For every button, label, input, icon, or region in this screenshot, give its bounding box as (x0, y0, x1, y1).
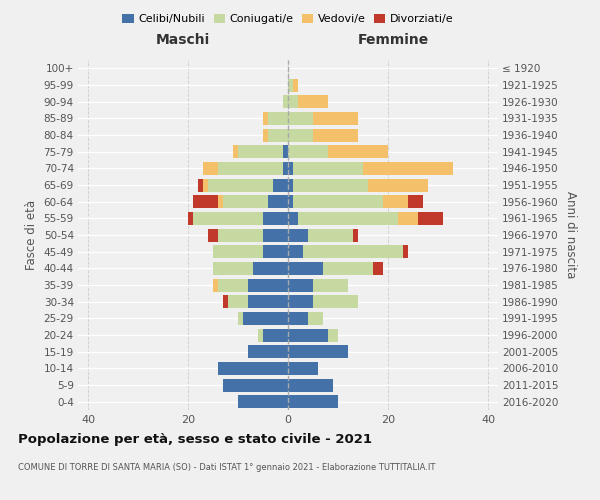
Bar (368, 178, 428, 192)
Bar (263, 212, 288, 225)
Bar (268, 195, 288, 208)
Bar (303, 245, 403, 258)
Bar (248, 278, 288, 291)
Bar (198, 178, 203, 192)
Y-axis label: Anni di nascita: Anni di nascita (565, 192, 577, 278)
Y-axis label: Fasce di età: Fasce di età (25, 200, 38, 270)
Bar (288, 145, 328, 158)
Bar (258, 328, 263, 342)
Bar (218, 228, 263, 241)
Bar (288, 162, 293, 175)
Bar (288, 278, 313, 291)
Bar (253, 262, 288, 275)
Bar (188, 212, 193, 225)
Legend: Celibi/Nubili, Coniugati/e, Vedovi/e, Divorziati/e: Celibi/Nubili, Coniugati/e, Vedovi/e, Di… (119, 10, 457, 28)
Bar (208, 228, 218, 241)
Bar (228, 295, 248, 308)
Bar (263, 228, 288, 241)
Bar (268, 112, 288, 125)
Bar (283, 95, 288, 108)
Bar (323, 262, 373, 275)
Bar (403, 245, 408, 258)
Bar (218, 278, 248, 291)
Bar (298, 95, 328, 108)
Bar (238, 312, 243, 325)
Bar (288, 178, 293, 192)
Bar (293, 195, 383, 208)
Bar (238, 395, 288, 408)
Bar (218, 195, 223, 208)
Bar (243, 312, 288, 325)
Bar (223, 195, 268, 208)
Text: Popolazione per età, sesso e stato civile - 2021: Popolazione per età, sesso e stato civil… (18, 432, 372, 446)
Bar (288, 245, 303, 258)
Bar (203, 178, 208, 192)
Bar (298, 212, 398, 225)
Bar (313, 112, 358, 125)
Bar (288, 262, 323, 275)
Bar (373, 262, 383, 275)
Bar (213, 278, 218, 291)
Bar (263, 128, 268, 141)
Bar (398, 212, 418, 225)
Bar (328, 145, 388, 158)
Bar (288, 378, 333, 392)
Bar (223, 378, 288, 392)
Bar (293, 162, 363, 175)
Bar (288, 395, 338, 408)
Bar (408, 195, 423, 208)
Bar (288, 345, 348, 358)
Bar (208, 178, 273, 192)
Bar (223, 295, 228, 308)
Text: Maschi: Maschi (156, 32, 210, 46)
Bar (288, 128, 313, 141)
Bar (268, 128, 288, 141)
Bar (288, 78, 293, 92)
Bar (313, 295, 358, 308)
Bar (308, 312, 323, 325)
Bar (293, 178, 368, 192)
Bar (288, 212, 298, 225)
Bar (363, 162, 453, 175)
Bar (383, 195, 408, 208)
Bar (203, 162, 218, 175)
Bar (263, 328, 288, 342)
Bar (238, 145, 283, 158)
Bar (248, 295, 288, 308)
Bar (233, 145, 238, 158)
Bar (308, 228, 353, 241)
Bar (418, 212, 443, 225)
Bar (313, 128, 358, 141)
Bar (218, 162, 283, 175)
Bar (283, 162, 288, 175)
Bar (263, 245, 288, 258)
Bar (218, 362, 288, 375)
Bar (273, 178, 288, 192)
Bar (288, 295, 313, 308)
Bar (293, 78, 298, 92)
Bar (248, 345, 288, 358)
Bar (288, 95, 298, 108)
Bar (288, 228, 308, 241)
Bar (213, 262, 253, 275)
Bar (328, 328, 338, 342)
Bar (213, 245, 263, 258)
Bar (288, 362, 318, 375)
Bar (288, 312, 308, 325)
Bar (353, 228, 358, 241)
Bar (283, 145, 288, 158)
Bar (313, 278, 348, 291)
Bar (263, 112, 268, 125)
Bar (193, 212, 263, 225)
Text: COMUNE DI TORRE DI SANTA MARIA (SO) - Dati ISTAT 1° gennaio 2021 - Elaborazione : COMUNE DI TORRE DI SANTA MARIA (SO) - Da… (18, 462, 436, 471)
Bar (193, 195, 218, 208)
Bar (288, 112, 313, 125)
Bar (288, 328, 328, 342)
Bar (288, 195, 293, 208)
Text: Femmine: Femmine (358, 32, 428, 46)
